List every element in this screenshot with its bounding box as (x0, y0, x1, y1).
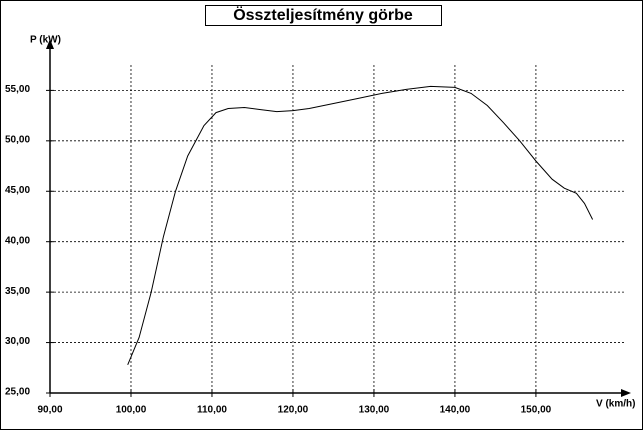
x-tick-label: 150,00 (521, 405, 552, 416)
y-tick-label: 25,00 (5, 387, 30, 398)
x-tick-label: 100,00 (116, 405, 147, 416)
y-tick-label: 50,00 (5, 134, 30, 145)
y-tick-label: 35,00 (5, 286, 30, 297)
x-tick-label: 130,00 (359, 405, 390, 416)
y-tick-label: 45,00 (5, 185, 30, 196)
chart-title: Összteljesítmény görbe (233, 5, 413, 24)
y-tick-label: 30,00 (5, 336, 30, 347)
y-tick-label: 40,00 (5, 235, 30, 246)
y-tick-label: 55,00 (5, 84, 30, 95)
y-axis-arrow (46, 39, 54, 49)
x-axis-arrow (621, 389, 631, 397)
x-tick-label: 90,00 (37, 405, 62, 416)
x-tick-label: 110,00 (197, 405, 227, 416)
x-axis-label: V (km/h) (596, 399, 635, 410)
x-tick-label: 140,00 (440, 405, 471, 416)
title-box (205, 5, 442, 26)
line (127, 85, 594, 365)
y-axis-label: P (kW) (30, 35, 61, 46)
x-tick-label: 120,00 (278, 405, 309, 416)
